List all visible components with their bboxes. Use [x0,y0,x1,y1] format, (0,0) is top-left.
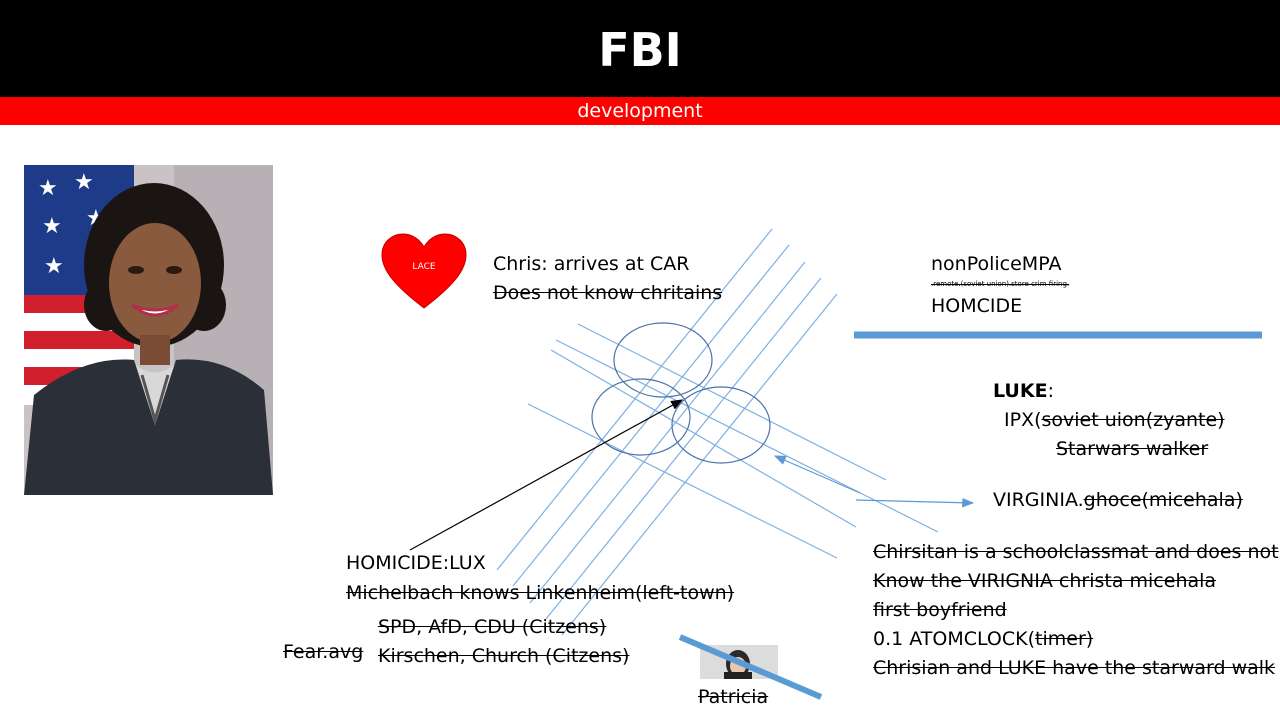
portrait-illustration: ★ ★ ★ ★ ★ [24,165,273,495]
mpa-title: nonPoliceMPA [931,253,1062,275]
heart-icon [381,233,467,309]
luke-colon: : [1047,380,1054,402]
crossing-lines-group [527,323,939,559]
atomclock-struck: timer) [1035,628,1094,650]
circles-group [591,322,771,464]
starwars-note: Starwars walker [1056,438,1209,460]
luke-label: LUKE [993,380,1048,402]
arrow-homicide-to-center [409,399,684,551]
virginia-note: VIRGINIA.ghoce(micehala) [993,488,1243,512]
slide-subtitle: development [577,100,703,122]
kirschen-note: Kirschen, Church (Citzens) [378,645,630,667]
ipx-struck: soviet uion(zyante) [1041,409,1225,431]
arrow-back-left [773,455,861,494]
virginia-prefix: VIRGINIA. [993,489,1084,511]
ipx-note: IPX(soviet uion(zyante) [1004,408,1225,432]
note-virignia-christa: Know the VIRIGNIA christa micehala [873,570,1217,592]
chris-note-struck: Does not know chritains [493,282,723,304]
virginia-struck: ghoce(micehala) [1083,489,1243,511]
portrait-photo: ★ ★ ★ ★ ★ [24,165,273,495]
note-schoolclassmate: Chirsitan is a schoolclassmat and does n… [873,541,1279,563]
svg-text:★: ★ [44,254,64,279]
subtitle-bar: development [0,97,1280,125]
svg-text:★: ★ [74,170,94,195]
note-atomclock: 0.1 ATOMCLOCK(timer) [873,627,1093,651]
michelbach-note: Michelbach knows Linkenheim(left-town) [346,582,735,604]
note-starward-walk: Chrisian and LUKE have the starward walk [873,657,1276,679]
arrow-to-virginia [855,497,975,508]
lace-label: LACE [412,262,436,272]
svg-text:★: ★ [42,214,62,239]
patricia-label: Patricia [698,686,769,708]
title-bar: FBI [0,0,1280,97]
atomclock-prefix: 0.1 ATOMCLOCK( [873,628,1036,650]
chris-note: Chris: arrives at CAR [493,253,690,275]
mpa-homicide: HOMCIDE [931,295,1023,317]
mpa-tiny-note: .remote.(soviet union).store crim firing… [931,280,1070,288]
svg-text:★: ★ [38,176,58,201]
note-first-boyfriend: first boyfriend [873,599,1007,621]
slide-title: FBI [598,23,682,77]
diagonal-lines-group [496,228,838,636]
luke-heading: LUKE: [993,379,1054,403]
ipx-prefix: IPX( [1004,409,1042,431]
patricia-strike-line [678,634,823,700]
spd-note: SPD, AfD, CDU (Citzens) [378,616,607,638]
fear-note: Fear.avg [283,641,364,663]
homicide-lux: HOMICIDE:LUX [346,552,486,574]
